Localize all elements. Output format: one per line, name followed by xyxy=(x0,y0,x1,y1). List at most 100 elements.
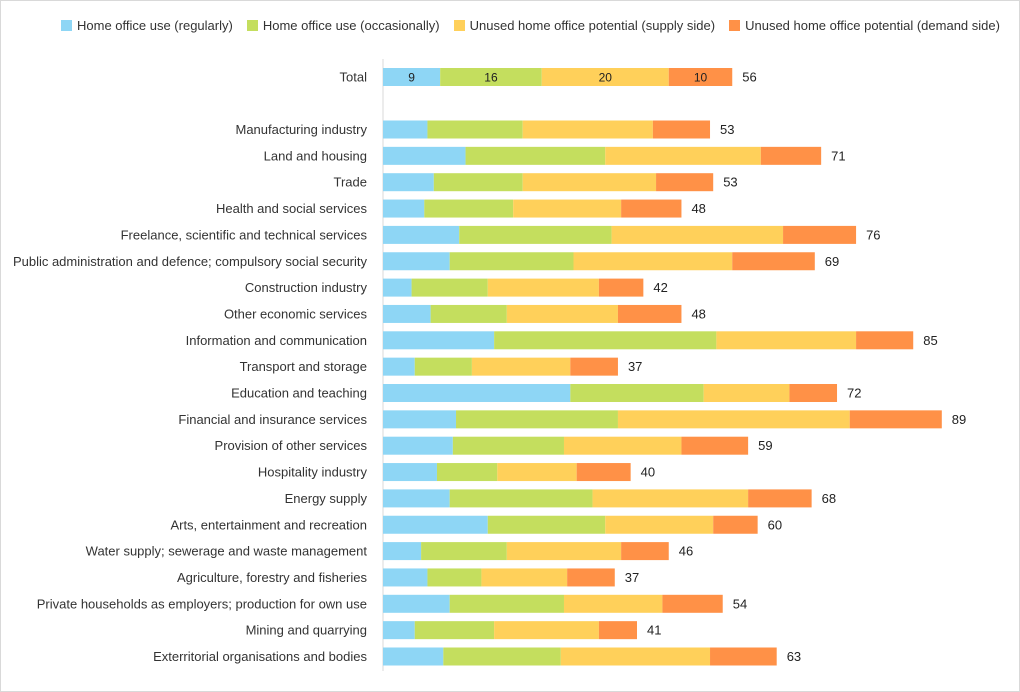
row-14-bar-4 xyxy=(576,463,631,482)
row-20-label: Mining and quarrying xyxy=(246,623,367,638)
row-10-bar-4 xyxy=(570,357,618,376)
legend-label-demand: Unused home office potential (demand sid… xyxy=(745,18,1000,33)
legend-item-occasional: Home office use (occasionally) xyxy=(246,18,440,33)
legend-label-supply: Unused home office potential (supply sid… xyxy=(469,18,716,33)
row-1-bar-2 xyxy=(427,120,523,139)
row-20-bar-3 xyxy=(494,621,599,640)
row-13-bar-3 xyxy=(563,436,682,455)
row-3-bar-4 xyxy=(656,173,714,192)
legend: Home office use (regularly) Home office … xyxy=(61,18,1000,33)
row-11-bar-3 xyxy=(703,384,790,402)
row-6-bar-1 xyxy=(383,252,450,271)
row-8-total-label: 48 xyxy=(691,306,705,321)
row-11-bar-2 xyxy=(570,384,704,402)
row-1-bar-1 xyxy=(383,120,428,139)
row-9-bar-2 xyxy=(494,331,717,350)
total-row-total-label: 56 xyxy=(742,70,756,85)
row-21-total-label: 63 xyxy=(787,649,801,664)
row-10-label: Transport and storage xyxy=(240,359,367,374)
legend-swatch-occasional xyxy=(246,20,258,31)
row-10-total-label: 37 xyxy=(628,359,642,374)
row-10-bar-3 xyxy=(471,357,571,376)
row-16-label: Arts, entertainment and recreation xyxy=(170,517,367,532)
row-20-bar-1 xyxy=(383,621,415,640)
row-7-total-label: 42 xyxy=(653,280,667,295)
row-4-bar-4 xyxy=(621,199,682,218)
total-row-bar-1 xyxy=(383,68,441,86)
row-6-bar-4 xyxy=(732,252,815,271)
legend-label-regular: Home office use (regularly) xyxy=(77,18,233,33)
row-19-total-label: 54 xyxy=(733,596,747,611)
legend-swatch-supply xyxy=(453,20,465,31)
row-21-bar-3 xyxy=(560,647,711,666)
row-14-total-label: 40 xyxy=(641,465,655,480)
row-5-bar-4 xyxy=(783,225,857,244)
row-13-label: Provision of other services xyxy=(215,438,368,453)
row-15-bar-1 xyxy=(383,489,450,508)
row-20-bar-2 xyxy=(414,621,495,640)
row-18-bar-4 xyxy=(567,568,615,587)
total-row-bar-2 xyxy=(440,68,542,86)
row-8-label: Other economic services xyxy=(224,306,368,321)
row-5-total-label: 76 xyxy=(866,227,880,242)
legend-item-demand: Unused home office potential (demand sid… xyxy=(729,18,1000,33)
row-10-bar-2 xyxy=(414,357,472,376)
row-2-total-label: 71 xyxy=(831,148,845,163)
row-12-bar-3 xyxy=(617,410,850,429)
row-21-bar-2 xyxy=(443,647,561,666)
row-18-bar-1 xyxy=(383,568,428,587)
row-13-total-label: 59 xyxy=(758,438,772,453)
row-5-bar-2 xyxy=(459,225,612,244)
row-3-label: Trade xyxy=(334,175,367,190)
row-1-label: Manufacturing industry xyxy=(235,122,367,137)
row-21-label: Exterritorial organisations and bodies xyxy=(153,649,367,664)
row-12-bar-2 xyxy=(456,410,618,429)
row-4-bar-1 xyxy=(383,199,425,218)
row-1-bar-4 xyxy=(652,120,711,139)
row-17-label: Water supply; sewerage and waste managem… xyxy=(86,544,368,559)
row-3-bar-2 xyxy=(433,173,523,192)
row-20-bar-4 xyxy=(598,621,637,640)
row-21-bar-1 xyxy=(383,647,444,666)
row-4-bar-3 xyxy=(513,199,622,218)
row-7-bar-2 xyxy=(411,278,488,297)
row-19-bar-4 xyxy=(662,594,723,613)
row-9-label: Information and communication xyxy=(186,333,367,348)
row-21-bar-4 xyxy=(710,647,777,666)
row-17-bar-4 xyxy=(621,542,669,561)
row-1-bar-3 xyxy=(522,120,653,139)
row-12-bar-1 xyxy=(383,410,457,429)
row-18-bar-2 xyxy=(427,568,482,587)
row-11-bar-4 xyxy=(789,384,838,402)
row-9-total-label: 85 xyxy=(923,333,937,348)
row-7-bar-1 xyxy=(383,278,412,297)
total-row-bar-4 xyxy=(668,68,733,86)
legend-item-supply: Unused home office potential (supply sid… xyxy=(453,18,716,33)
row-14-bar-3 xyxy=(497,463,577,482)
row-5-label: Freelance, scientific and technical serv… xyxy=(121,227,368,242)
row-17-bar-1 xyxy=(383,542,422,561)
row-16-bar-1 xyxy=(383,515,488,534)
row-4-bar-2 xyxy=(424,199,514,218)
row-15-bar-4 xyxy=(748,489,812,508)
row-11-label: Education and teaching xyxy=(231,386,367,401)
row-14-bar-1 xyxy=(383,463,437,482)
row-16-bar-2 xyxy=(487,515,606,534)
row-10-bar-1 xyxy=(383,357,415,376)
row-3-bar-1 xyxy=(383,173,434,192)
legend-swatch-regular xyxy=(61,20,72,31)
row-7-label: Construction industry xyxy=(245,280,368,295)
row-20-total-label: 41 xyxy=(647,623,661,638)
legend-swatch-demand xyxy=(729,20,741,31)
row-2-label: Land and housing xyxy=(264,148,367,163)
row-15-bar-2 xyxy=(449,489,593,508)
row-6-label: Public administration and defence; compu… xyxy=(13,254,368,269)
row-2-bar-4 xyxy=(760,146,822,165)
row-13-bar-1 xyxy=(383,436,453,455)
row-17-total-label: 46 xyxy=(679,544,693,559)
row-14-bar-2 xyxy=(436,463,498,482)
row-9-bar-1 xyxy=(383,331,495,350)
row-15-label: Energy supply xyxy=(285,491,368,506)
